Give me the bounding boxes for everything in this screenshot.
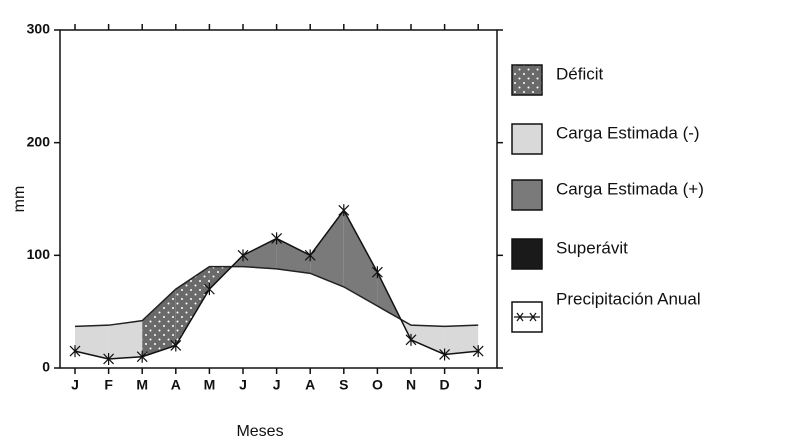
balance-area [276,238,311,274]
legend-swatch [511,179,543,211]
balance-area [310,210,344,287]
precipitation-marker [69,345,81,358]
precipitation-marker [472,345,484,358]
precipitation-marker [203,283,215,296]
plot-frame [59,29,498,369]
legend-swatch [511,238,543,270]
balance-area [175,266,210,346]
x-tick-label: J [273,377,281,393]
precipitation-marker [338,204,350,217]
y-tick-label: 200 [27,133,51,149]
precipitation-marker [103,352,115,365]
balance-area [243,238,277,269]
precipitation-marker [170,339,182,352]
balance-area [343,210,378,307]
balance-area [75,325,109,359]
x-axis-label: Meses [236,423,283,440]
x-tick-label: F [104,377,113,393]
precipitation-marker [237,249,249,262]
y-tick-label: 300 [27,21,51,37]
y-tick-label: 100 [27,246,51,262]
precipitation-marker [136,350,148,363]
y-axis-label: mm [11,186,28,213]
x-tick-label: M [136,377,148,393]
x-tick-label: A [305,377,315,393]
precipitation-marker [371,266,383,279]
x-tick-label: J [474,377,482,393]
x-tick-label: D [440,377,450,393]
legend-swatch [511,64,543,96]
legend-label: Precipitación Anual [556,289,701,308]
legend-label: Carga Estimada (+) [556,179,704,198]
legend-label: Déficit [556,64,604,83]
balance-area [142,289,176,357]
x-tick-label: J [71,377,79,393]
legend-label: Carga Estimada (-) [556,123,700,142]
x-tick-label: O [372,377,383,393]
precipitation-marker [439,348,451,361]
evapotranspiration-line [74,265,479,328]
x-tick-label: N [406,377,416,393]
x-tick-label: J [239,377,247,393]
balance-area [108,320,143,359]
x-tick-label: A [171,377,181,393]
legend-marker [514,312,540,322]
legend-label: Superávit [556,238,628,257]
legend-swatch [511,123,543,155]
x-tick-label: S [339,377,348,393]
balance-area [411,325,445,355]
precipitation-marker [405,333,417,346]
x-tick-label: M [204,377,216,393]
y-tick-label: 0 [42,359,50,375]
balance-area [444,325,479,355]
precipitation-marker [271,232,283,245]
precipitation-marker [304,249,316,262]
